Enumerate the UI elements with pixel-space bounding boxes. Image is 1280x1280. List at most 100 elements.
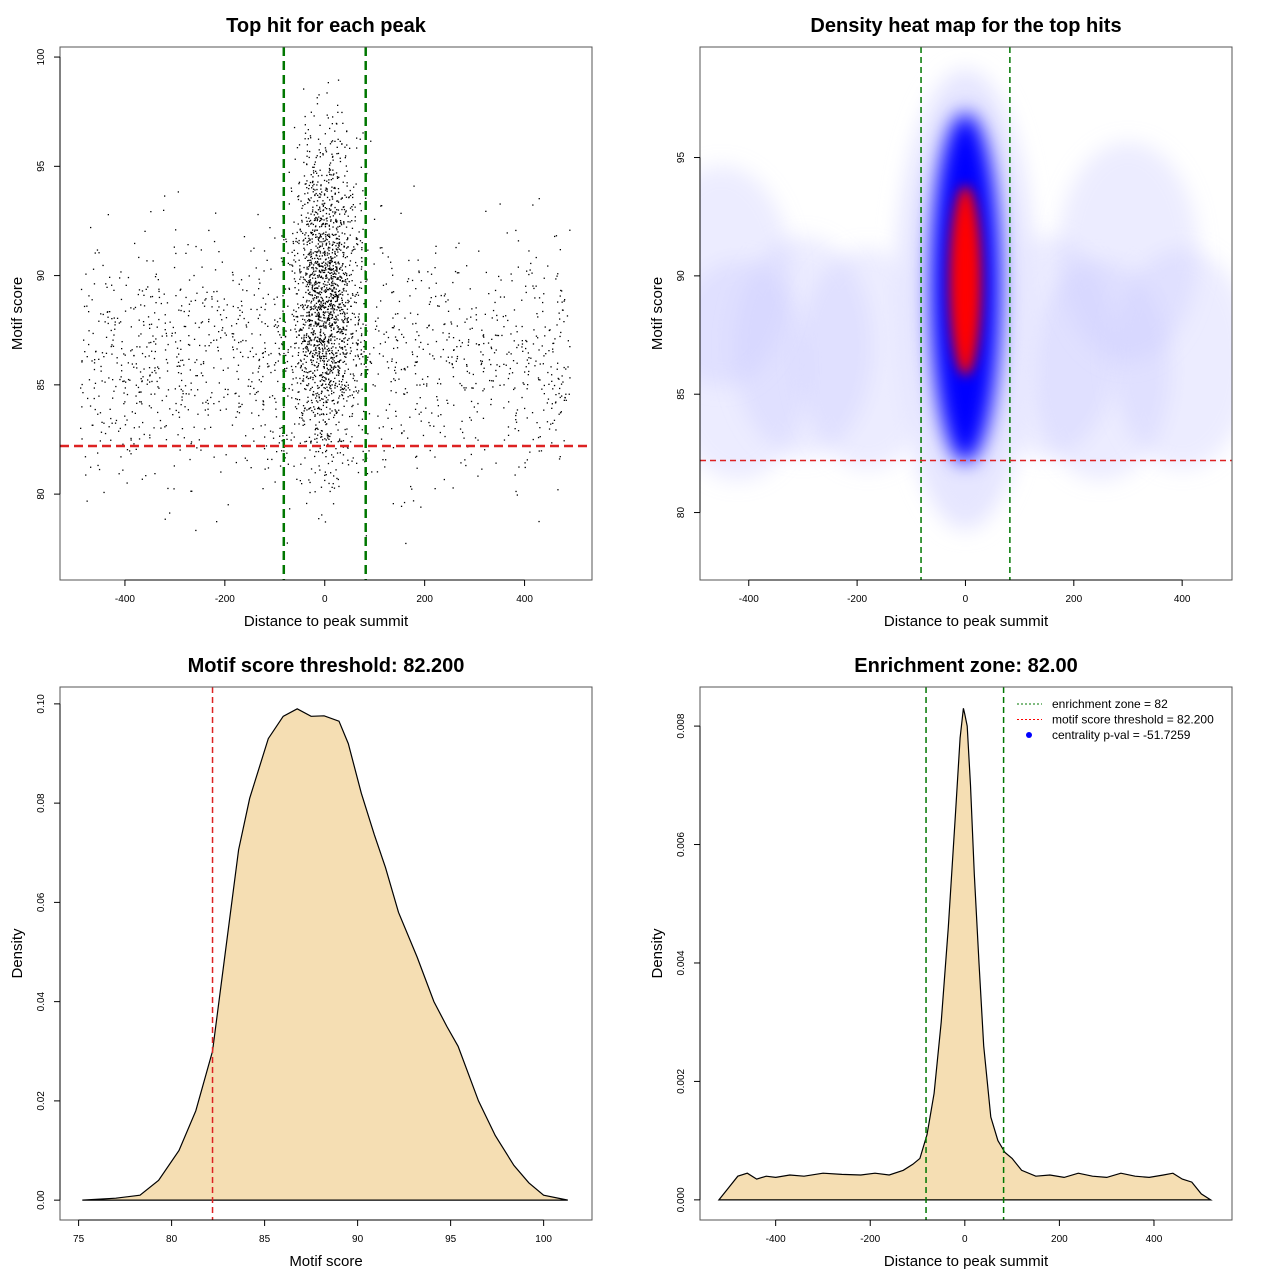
- data-point: [154, 393, 156, 395]
- data-point: [329, 272, 331, 274]
- data-point: [299, 265, 301, 267]
- data-point: [338, 374, 340, 376]
- data-point: [123, 353, 125, 355]
- data-point: [331, 410, 333, 412]
- data-point: [158, 387, 160, 389]
- data-point: [552, 422, 554, 424]
- data-point: [319, 276, 322, 278]
- data-point: [496, 319, 498, 321]
- x-tick-label: -400: [739, 594, 759, 605]
- data-point: [338, 372, 340, 375]
- data-point: [133, 308, 135, 310]
- data-point: [323, 413, 325, 416]
- data-point: [313, 331, 315, 333]
- data-point: [332, 116, 334, 118]
- data-point: [321, 398, 323, 400]
- data-point: [302, 307, 304, 309]
- data-point: [328, 312, 330, 315]
- data-point: [366, 369, 368, 371]
- data-point: [308, 188, 310, 190]
- data-point: [316, 257, 319, 259]
- data-point: [154, 350, 156, 353]
- data-point: [81, 361, 83, 363]
- data-point: [246, 290, 248, 292]
- data-point: [331, 333, 333, 335]
- data-point: [324, 317, 326, 319]
- data-point: [405, 542, 407, 545]
- data-point: [337, 246, 339, 249]
- data-point: [140, 304, 142, 306]
- data-point: [332, 268, 334, 270]
- data-point: [302, 351, 304, 353]
- data-point: [517, 344, 520, 346]
- data-point: [203, 305, 206, 307]
- data-point: [164, 322, 166, 324]
- data-point: [313, 274, 315, 276]
- data-point: [319, 414, 321, 416]
- data-point: [173, 488, 175, 490]
- data-point: [231, 424, 234, 426]
- data-point: [360, 349, 362, 351]
- data-point: [391, 267, 393, 270]
- data-point: [308, 383, 310, 385]
- data-point: [308, 327, 310, 329]
- data-point: [121, 370, 123, 372]
- data-point: [328, 296, 330, 299]
- data-point: [385, 409, 387, 411]
- data-point: [325, 277, 327, 279]
- data-point: [337, 251, 339, 253]
- data-point: [296, 320, 299, 323]
- data-point: [551, 407, 553, 409]
- data-point: [352, 249, 354, 251]
- data-point: [355, 238, 358, 240]
- data-point: [295, 342, 297, 344]
- data-point: [306, 343, 309, 345]
- data-point: [336, 452, 339, 454]
- data-point: [205, 401, 207, 403]
- data-point: [327, 257, 330, 259]
- data-point: [318, 306, 320, 308]
- data-point: [310, 174, 312, 176]
- data-point: [207, 414, 209, 416]
- data-point: [318, 363, 320, 365]
- data-point: [178, 385, 181, 387]
- data-point: [393, 347, 395, 350]
- data-point: [404, 317, 406, 319]
- data-point: [307, 396, 309, 398]
- data-point: [206, 291, 208, 293]
- data-point: [390, 381, 392, 383]
- data-point: [508, 351, 510, 353]
- data-point: [303, 423, 306, 426]
- data-point: [317, 307, 319, 309]
- data-point: [293, 315, 295, 317]
- data-point: [296, 241, 299, 243]
- data-point: [316, 236, 318, 238]
- data-point: [345, 385, 347, 387]
- data-point: [538, 450, 540, 452]
- data-point: [560, 383, 563, 385]
- data-point: [466, 265, 468, 267]
- data-point: [183, 364, 185, 366]
- data-point: [281, 440, 283, 442]
- data-point: [321, 289, 323, 291]
- data-point: [394, 366, 396, 368]
- data-point: [355, 342, 358, 344]
- data-point: [277, 331, 279, 333]
- data-point: [549, 329, 551, 331]
- data-point: [357, 339, 359, 341]
- data-point: [347, 321, 349, 323]
- data-point: [183, 325, 185, 328]
- data-point: [329, 164, 331, 166]
- data-point: [314, 438, 316, 440]
- data-point: [126, 393, 129, 396]
- data-point: [160, 427, 162, 429]
- data-point: [407, 278, 410, 280]
- data-point: [332, 346, 334, 348]
- data-point: [345, 290, 347, 292]
- data-point: [565, 368, 567, 370]
- data-point: [291, 190, 293, 192]
- data-point: [412, 323, 414, 325]
- data-point: [272, 431, 274, 433]
- data-point: [319, 305, 322, 307]
- data-point: [532, 343, 535, 345]
